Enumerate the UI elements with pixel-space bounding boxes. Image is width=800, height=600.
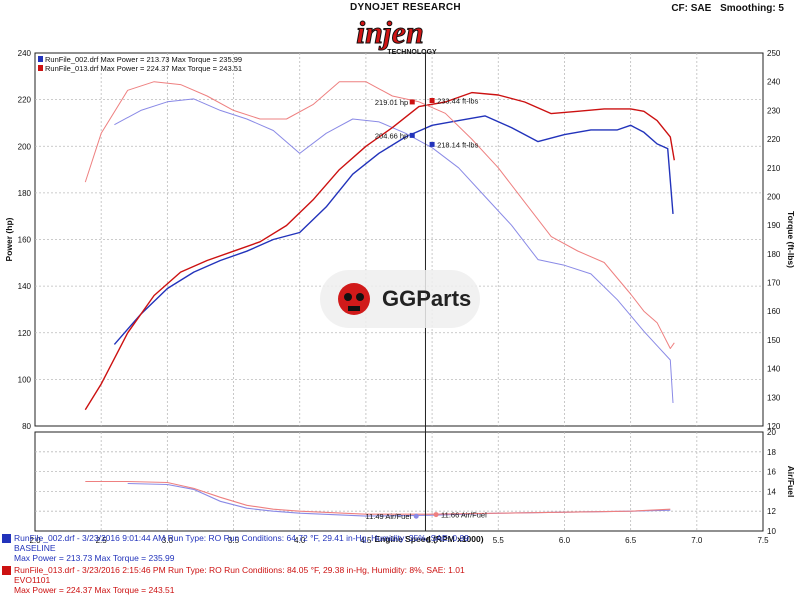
series-line-red-power: [84, 91, 675, 411]
y-tick-label-left: 140: [18, 282, 32, 291]
y-axis-title-right: Torque (ft-lbs): [786, 211, 796, 268]
x-tick-label: 4.0: [294, 536, 306, 545]
annotation-marker: [413, 513, 419, 519]
watermark: GGParts: [320, 270, 480, 328]
af-tick-label: 16: [767, 468, 776, 477]
y-tick-label-left: 220: [18, 96, 32, 105]
y-tick-label-right: 190: [767, 221, 781, 230]
run-info-max: Max Power = 213.73 Max Torque = 235.99: [14, 553, 175, 564]
series-line-blue-torque: [114, 98, 674, 404]
legend-swatch: [38, 56, 43, 62]
y-tick-label-left: 120: [18, 329, 32, 338]
settings-readout: CF: SAE Smoothing: 5: [665, 3, 784, 14]
legend-swatch: [38, 65, 43, 71]
x-axis-title: Engine Speed (RPM x1000): [374, 534, 483, 544]
legend-entry: RunFile_013.drf Max Power = 224.37 Max T…: [45, 64, 242, 73]
series-line-blue-power: [113, 115, 674, 345]
y-tick-label-left: 240: [18, 49, 32, 58]
annotation-label: 204.66 hp: [375, 131, 408, 140]
annotation-marker: [429, 141, 435, 147]
y-tick-label-left: 180: [18, 189, 32, 198]
run-info-red: RunFile_013.drf - 3/23/2016 2:15:46 PM R…: [0, 565, 800, 596]
series-line-red-torque: [84, 81, 675, 349]
y-tick-label-right: 230: [767, 106, 781, 115]
y-tick-label-right: 200: [767, 192, 781, 201]
run-info-footer: RunFile_002.drf - 3/23/2016 9:01:44 AM R…: [0, 533, 800, 595]
red-swatch: [2, 565, 11, 575]
series-line-red-airfuel: [85, 480, 671, 515]
correction-factor: CF: SAE: [671, 3, 712, 14]
annotation-label: 233.44 ft-lbs: [437, 97, 479, 106]
run-info-line: RunFile_013.drf - 3/23/2016 2:15:46 PM R…: [14, 564, 465, 575]
x-tick-label: 2.0: [29, 536, 41, 545]
x-tick-label: 6.5: [625, 536, 637, 545]
y-tick-label-right: 120: [767, 422, 781, 431]
run-info-name: BASELINE: [14, 543, 56, 554]
x-tick-label: 3.5: [228, 536, 240, 545]
annotation-label: 11.49 Air/Fuel: [365, 512, 411, 521]
x-tick-label: 7.0: [691, 536, 703, 545]
x-tick-label: 7.5: [757, 536, 769, 545]
annotation-label: 11.66 Air/Fuel: [441, 511, 487, 520]
x-tick-label: 3.0: [162, 536, 174, 545]
x-tick-label: 2.5: [96, 536, 108, 545]
y-tick-label-right: 180: [767, 250, 781, 259]
af-tick-label: 20: [767, 428, 776, 437]
annotation-label: 218.14 ft-lbs: [437, 140, 479, 149]
y-tick-label-left: 160: [18, 236, 32, 245]
y-tick-label-left: 100: [18, 375, 32, 384]
y-tick-label-right: 130: [767, 393, 781, 402]
annotation-marker: [409, 132, 415, 138]
legend-entry: RunFile_002.drf Max Power = 213.73 Max T…: [45, 55, 242, 64]
x-tick-label: 5.0: [427, 536, 439, 545]
y-tick-label-right: 140: [767, 365, 781, 374]
af-tick-label: 10: [767, 527, 776, 536]
skull-logo-icon: [338, 283, 370, 315]
af-tick-label: 18: [767, 448, 776, 457]
x-tick-label: 4.5: [360, 536, 372, 545]
y-tick-label-right: 170: [767, 279, 781, 288]
brand-line: DYNOJET RESEARCH: [350, 2, 461, 13]
y-axis-title-left: Power (hp): [4, 217, 14, 261]
run-info-blue: RunFile_002.drf - 3/23/2016 9:01:44 AM R…: [0, 533, 800, 564]
y-tick-label-right: 150: [767, 336, 781, 345]
y-tick-label-left: 200: [18, 142, 32, 151]
run-info-name: EVO1101: [14, 574, 51, 585]
y-tick-label-right: 160: [767, 307, 781, 316]
annotation-marker: [409, 99, 415, 105]
annotation-marker: [429, 98, 435, 104]
y-tick-label-left: 80: [22, 422, 31, 431]
y-tick-label-right: 240: [767, 78, 781, 87]
logo-text: injen: [356, 14, 424, 50]
af-tick-label: 12: [767, 507, 776, 516]
annotation-marker: [433, 512, 439, 518]
y-tick-label-right: 210: [767, 164, 781, 173]
injen-logo: injen TECHNOLOGY: [330, 10, 450, 56]
smoothing-value: Smoothing: 5: [720, 3, 784, 14]
x-tick-label: 6.0: [559, 536, 571, 545]
y-tick-label-right: 250: [767, 49, 781, 58]
af-axis-title: Air/Fuel: [786, 466, 796, 498]
run-info-line: RunFile_002.drf - 3/23/2016 9:01:44 AM R…: [14, 533, 469, 543]
watermark-text: GGParts: [382, 286, 472, 311]
x-tick-label: 5.5: [493, 536, 505, 545]
y-tick-label-right: 220: [767, 135, 781, 144]
run-info-max: Max Power = 224.37 Max Torque = 243.51: [14, 585, 175, 596]
logo-sub: TECHNOLOGY: [387, 49, 437, 56]
af-tick-label: 14: [767, 487, 776, 496]
annotation-label: 219.01 hp: [375, 98, 408, 107]
blue-swatch: [2, 534, 11, 543]
